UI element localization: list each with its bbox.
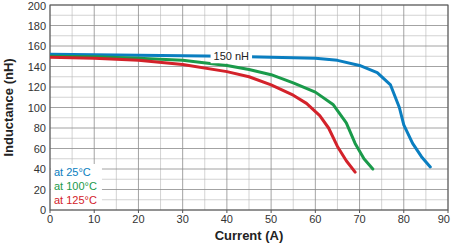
minor-grid-line — [50, 117, 448, 118]
legend-entry: at 125°C — [54, 194, 97, 206]
grid-line — [50, 148, 448, 149]
minor-grid-line — [50, 158, 448, 159]
grid-line — [50, 87, 448, 88]
grid — [50, 5, 448, 210]
legend-bg — [51, 164, 102, 209]
grid-line — [50, 46, 448, 47]
x-tick-label: 0 — [47, 213, 53, 225]
x-tick-label: 90 — [438, 213, 450, 225]
lines — [50, 54, 430, 172]
x-tick-label: 10 — [88, 213, 100, 225]
y-tick-label: 100 — [28, 102, 46, 114]
minor-grid — [50, 5, 448, 210]
legend-entry: at 100°C — [54, 180, 97, 192]
y-tick-label: 20 — [34, 184, 46, 196]
y-axis-label: Inductance (nH) — [1, 58, 16, 156]
chart-container: 0 10 20 30 40 50 60 70 80 90 0 20 40 60 80 100 120 140 160… — [0, 0, 451, 246]
legend-entry: at 25°C — [54, 166, 91, 178]
x-tick-label: 40 — [221, 213, 233, 225]
minor-grid-line — [50, 199, 448, 200]
minor-grid-line — [50, 97, 448, 98]
series-line — [50, 57, 355, 172]
plot-frame — [50, 5, 448, 210]
annotation: 150 nH — [211, 50, 252, 63]
x-tick-label: 50 — [265, 213, 277, 225]
series-line — [50, 56, 373, 169]
x-tick-label: 60 — [309, 213, 321, 225]
x-tick-label: 20 — [132, 213, 144, 225]
grid-line — [50, 66, 448, 67]
y-tick-label: 140 — [28, 61, 46, 73]
minor-grid-line — [50, 15, 448, 16]
minor-grid-line — [50, 179, 448, 180]
y-tick-label: 40 — [34, 163, 46, 175]
y-tick-label: 60 — [34, 143, 46, 155]
legend: at 25°C at 100°C at 125°C — [51, 164, 102, 209]
annotation-text: 150 nH — [214, 50, 250, 62]
grid-line — [50, 128, 448, 129]
series-line — [50, 54, 430, 167]
x-tick-label: 80 — [398, 213, 410, 225]
tick-labels: 0 10 20 30 40 50 60 70 80 90 0 20 40 60 80 100 120 140 160… — [28, 0, 450, 225]
minor-grid-line — [50, 35, 448, 36]
y-tick-label: 120 — [28, 81, 46, 93]
y-tick-label: 180 — [28, 20, 46, 32]
y-tick-label: 160 — [28, 40, 46, 52]
annotation-bg — [211, 50, 252, 63]
x-axis-label: Current (A) — [215, 228, 284, 243]
minor-grid-line — [50, 138, 448, 139]
grid-line — [50, 107, 448, 108]
y-tick-label: 80 — [34, 122, 46, 134]
grid-line — [50, 25, 448, 26]
y-tick-label: 0 — [40, 204, 46, 216]
grid-line — [50, 169, 448, 170]
grid-line — [50, 189, 448, 190]
chart: 0 10 20 30 40 50 60 70 80 90 0 20 40 60 80 100 120 140 160… — [0, 0, 451, 246]
y-tick-label: 200 — [28, 0, 46, 12]
x-tick-label: 30 — [177, 213, 189, 225]
x-tick-label: 70 — [353, 213, 365, 225]
